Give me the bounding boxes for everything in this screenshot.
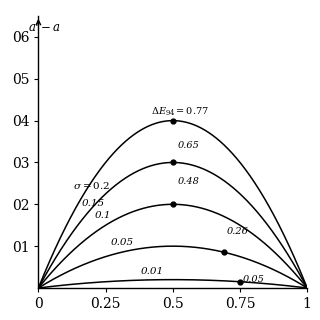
Text: 0.05: 0.05 [111, 238, 134, 247]
Text: 0.05: 0.05 [243, 275, 265, 284]
Text: 0.65: 0.65 [178, 141, 200, 150]
Text: 0.26: 0.26 [227, 227, 248, 236]
Text: $\Delta E_{94}=0.77$: $\Delta E_{94}=0.77$ [151, 106, 210, 118]
Text: $a' - a$: $a' - a$ [28, 20, 60, 35]
Text: 0.48: 0.48 [178, 177, 200, 186]
Text: 0.15: 0.15 [81, 199, 105, 208]
Text: 0.1: 0.1 [95, 211, 111, 220]
Text: $\sigma=0.2$: $\sigma=0.2$ [73, 180, 110, 191]
Text: 0.01: 0.01 [140, 267, 164, 276]
